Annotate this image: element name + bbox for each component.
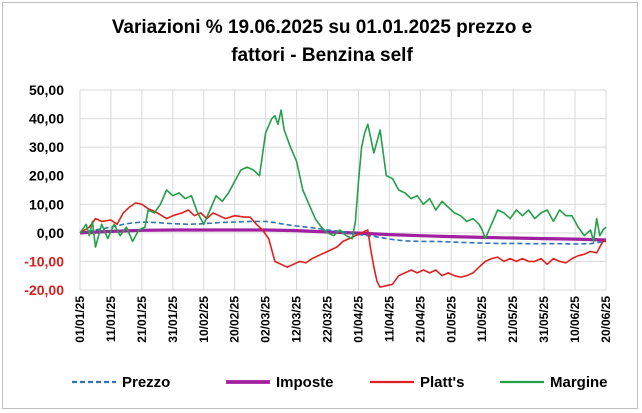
x-tick-label-4: 10/02/25 xyxy=(197,296,211,343)
y-tick-label-5: 0,00 xyxy=(37,225,64,241)
x-tick-label-16: 10/06/25 xyxy=(568,296,582,343)
legend-label-1: Imposte xyxy=(276,374,334,391)
x-tick-label-6: 02/03/25 xyxy=(259,296,273,343)
x-tick-label-17: 20/06/25 xyxy=(599,296,613,343)
x-tick-label-1: 11/01/25 xyxy=(104,296,118,342)
series-line-platts xyxy=(79,202,606,288)
legend-label-3: Margine xyxy=(550,374,608,391)
x-axis-ticks: 01/01/25 11/01/25 21/01/25 31/01/25 10/02/25… xyxy=(73,296,613,343)
series-lines xyxy=(79,109,607,288)
legend-label-0: Prezzo xyxy=(122,374,170,391)
chart-title-line-2: fattori - Benzina self xyxy=(231,45,413,66)
y-tick-label-2: 30,00 xyxy=(29,139,64,155)
x-tick-label-10: 11/04/25 xyxy=(382,296,396,342)
y-tick-label-0: 50,00 xyxy=(29,82,64,98)
y-tick-label-4: 10,00 xyxy=(29,196,64,212)
series-line-prezzo xyxy=(79,220,607,245)
series-line-margine xyxy=(79,109,607,248)
chart-title: Variazioni % 19.06.2025 su 01.01.2025 pr… xyxy=(112,17,532,66)
x-tick-label-7: 12/03/25 xyxy=(290,296,304,343)
x-tick-label-14: 21/05/25 xyxy=(506,296,520,343)
x-tick-label-11: 21/04/25 xyxy=(413,296,427,343)
y-axis-ticks: 50,00 40,00 30,00 20,00 10,00 0,00 -10,00 -20,0… xyxy=(24,82,64,298)
legend: Prezzo Imposte Platt's Margine xyxy=(72,374,608,391)
x-tick-label-3: 31/01/25 xyxy=(166,296,180,343)
x-tick-label-13: 11/05/25 xyxy=(475,296,489,342)
legend-label-2: Platt's xyxy=(420,374,464,391)
x-tick-label-9: 01/04/25 xyxy=(351,296,365,343)
x-tick-label-15: 31/05/25 xyxy=(537,296,551,343)
y-tick-label-7: -20,00 xyxy=(24,282,64,298)
x-tick-label-8: 22/03/25 xyxy=(321,296,335,343)
x-tick-label-12: 01/05/25 xyxy=(444,296,458,343)
x-tick-label-2: 21/01/25 xyxy=(135,296,149,343)
x-tick-label-5: 20/02/25 xyxy=(228,296,242,343)
chart-title-line-1: Variazioni % 19.06.2025 su 01.01.2025 pr… xyxy=(112,17,532,38)
y-tick-label-3: 20,00 xyxy=(29,168,64,184)
x-tick-label-0: 01/01/25 xyxy=(73,296,87,343)
y-tick-label-1: 40,00 xyxy=(29,111,64,127)
gridlines xyxy=(79,89,607,291)
y-tick-label-6: -10,00 xyxy=(24,253,64,269)
chart-frame xyxy=(2,2,638,409)
